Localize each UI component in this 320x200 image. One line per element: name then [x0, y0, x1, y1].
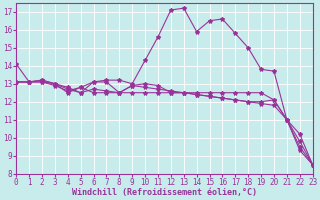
- X-axis label: Windchill (Refroidissement éolien,°C): Windchill (Refroidissement éolien,°C): [72, 188, 257, 197]
